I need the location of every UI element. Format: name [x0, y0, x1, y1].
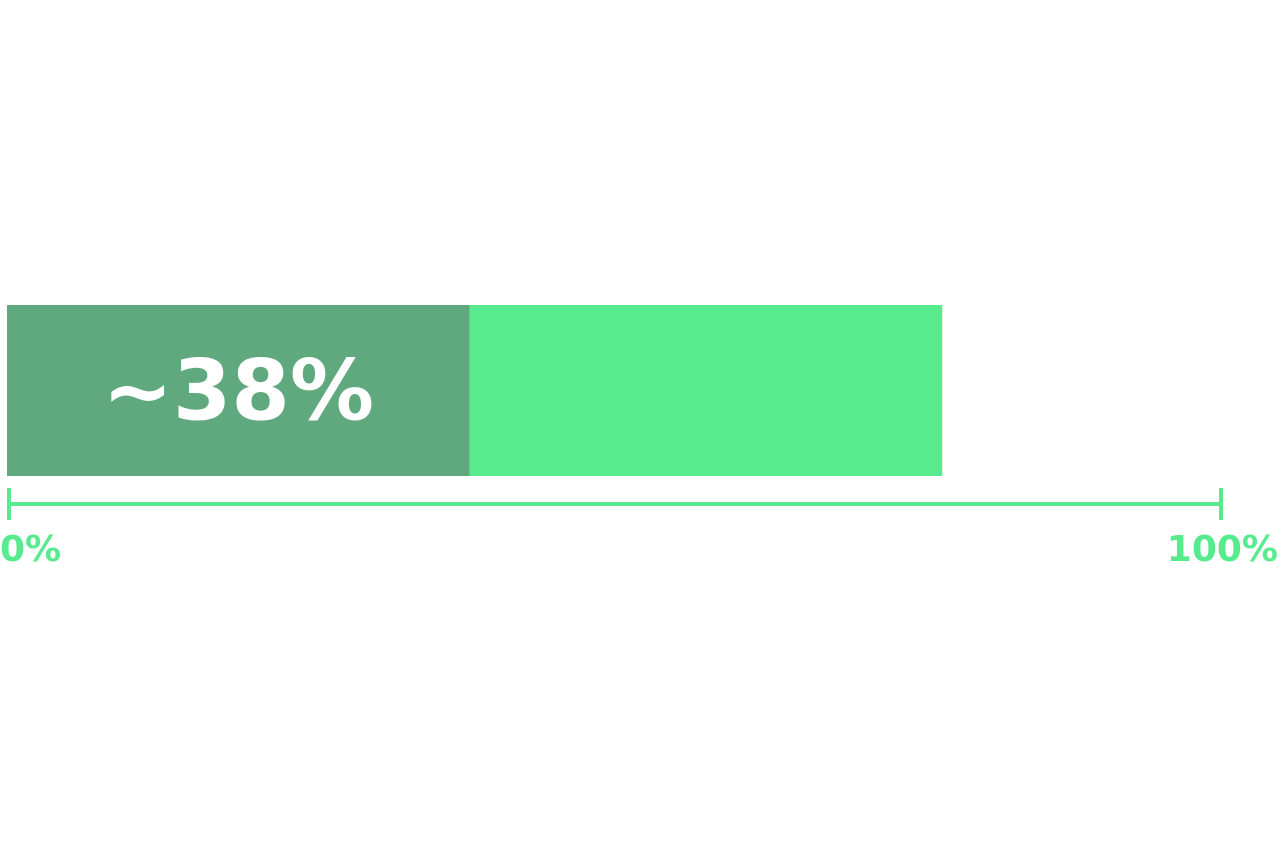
bar-segments	[7, 305, 943, 476]
bar-segment-2	[469, 305, 943, 476]
bar-segment-1	[7, 305, 470, 476]
axis-label-max: 100%	[1167, 529, 1278, 570]
axis-label-min: 0%	[0, 529, 61, 570]
segment-value-label: ~38%	[103, 342, 374, 440]
